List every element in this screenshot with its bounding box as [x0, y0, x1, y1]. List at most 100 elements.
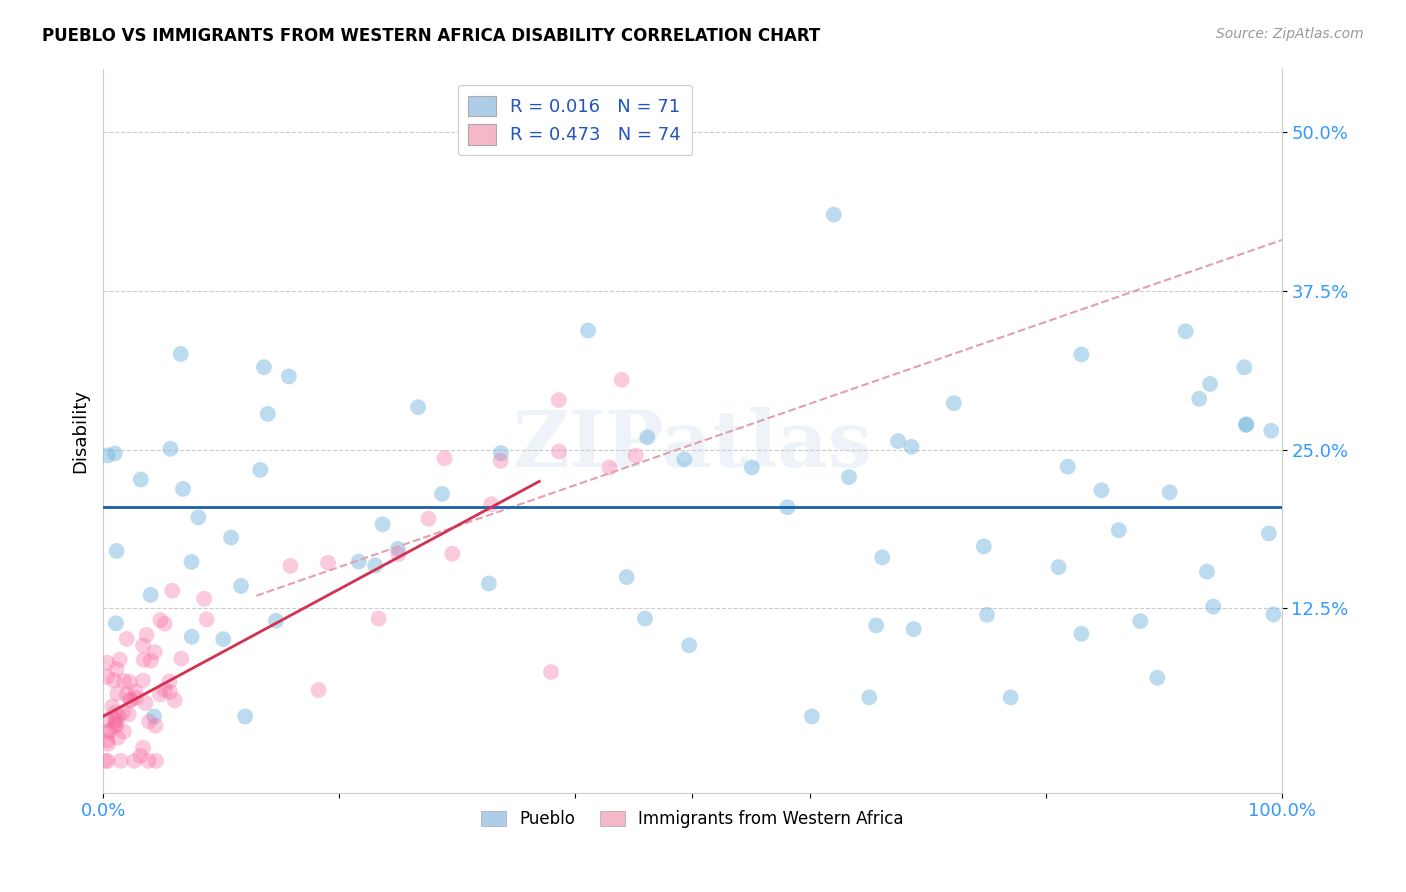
Point	[110, 754, 132, 768]
Point	[135, 628, 157, 642]
Text: Source: ZipAtlas.com: Source: ZipAtlas.com	[1216, 27, 1364, 41]
Point	[1056, 459, 1078, 474]
Point	[430, 487, 453, 501]
Point	[347, 555, 370, 569]
Point	[187, 510, 209, 524]
Point	[104, 446, 127, 460]
Point	[96, 733, 118, 747]
Point	[478, 576, 501, 591]
Point	[105, 717, 128, 731]
Point	[132, 673, 155, 688]
Point	[132, 740, 155, 755]
Point	[1159, 485, 1181, 500]
Point	[823, 208, 845, 222]
Point	[872, 550, 894, 565]
Point	[1188, 392, 1211, 406]
Point	[371, 517, 394, 532]
Point	[800, 709, 823, 723]
Point	[636, 430, 658, 444]
Point	[138, 754, 160, 768]
Point	[673, 452, 696, 467]
Point	[145, 719, 167, 733]
Point	[367, 611, 389, 625]
Point	[149, 613, 172, 627]
Point	[1233, 360, 1256, 375]
Legend: Pueblo, Immigrants from Western Africa: Pueblo, Immigrants from Western Africa	[474, 804, 911, 835]
Point	[96, 670, 118, 684]
Point	[153, 616, 176, 631]
Point	[418, 512, 440, 526]
Point	[212, 632, 235, 647]
Point	[163, 693, 186, 707]
Point	[139, 654, 162, 668]
Point	[170, 651, 193, 665]
Point	[120, 692, 142, 706]
Point	[973, 540, 995, 554]
Point	[104, 719, 127, 733]
Point	[125, 690, 148, 705]
Point	[143, 709, 166, 723]
Point	[96, 656, 118, 670]
Point	[124, 754, 146, 768]
Point	[838, 470, 860, 484]
Point	[129, 748, 152, 763]
Point	[96, 713, 118, 727]
Point	[1000, 690, 1022, 705]
Point	[129, 473, 152, 487]
Point	[1202, 599, 1225, 614]
Point	[1174, 324, 1197, 338]
Point	[256, 407, 278, 421]
Point	[94, 754, 117, 768]
Point	[1195, 565, 1218, 579]
Point	[624, 449, 647, 463]
Point	[576, 324, 599, 338]
Point	[124, 684, 146, 698]
Point	[277, 369, 299, 384]
Point	[159, 442, 181, 456]
Point	[118, 675, 141, 690]
Point	[479, 497, 502, 511]
Point	[441, 547, 464, 561]
Point	[489, 446, 512, 460]
Point	[433, 451, 456, 466]
Point	[1108, 523, 1130, 537]
Point	[105, 662, 128, 676]
Point	[132, 653, 155, 667]
Point	[1263, 607, 1285, 622]
Point	[548, 444, 571, 458]
Point	[264, 614, 287, 628]
Point	[143, 645, 166, 659]
Point	[195, 612, 218, 626]
Point	[249, 463, 271, 477]
Point	[900, 440, 922, 454]
Point	[1070, 627, 1092, 641]
Point	[776, 500, 799, 515]
Point	[280, 558, 302, 573]
Point	[976, 607, 998, 622]
Text: PUEBLO VS IMMIGRANTS FROM WESTERN AFRICA DISABILITY CORRELATION CHART: PUEBLO VS IMMIGRANTS FROM WESTERN AFRICA…	[42, 27, 821, 45]
Point	[219, 531, 242, 545]
Point	[180, 555, 202, 569]
Point	[406, 400, 429, 414]
Point	[253, 360, 276, 375]
Point	[193, 591, 215, 606]
Point	[858, 690, 880, 705]
Point	[1257, 526, 1279, 541]
Point	[138, 714, 160, 729]
Point	[103, 673, 125, 688]
Point	[547, 392, 569, 407]
Point	[903, 622, 925, 636]
Point	[105, 687, 128, 701]
Point	[1129, 614, 1152, 628]
Point	[172, 482, 194, 496]
Point	[387, 547, 409, 561]
Point	[98, 723, 121, 738]
Point	[598, 460, 620, 475]
Point	[159, 685, 181, 699]
Point	[540, 665, 562, 679]
Point	[112, 724, 135, 739]
Text: ZIPatlas: ZIPatlas	[513, 407, 872, 483]
Point	[387, 541, 409, 556]
Point	[316, 556, 339, 570]
Point	[1090, 483, 1112, 498]
